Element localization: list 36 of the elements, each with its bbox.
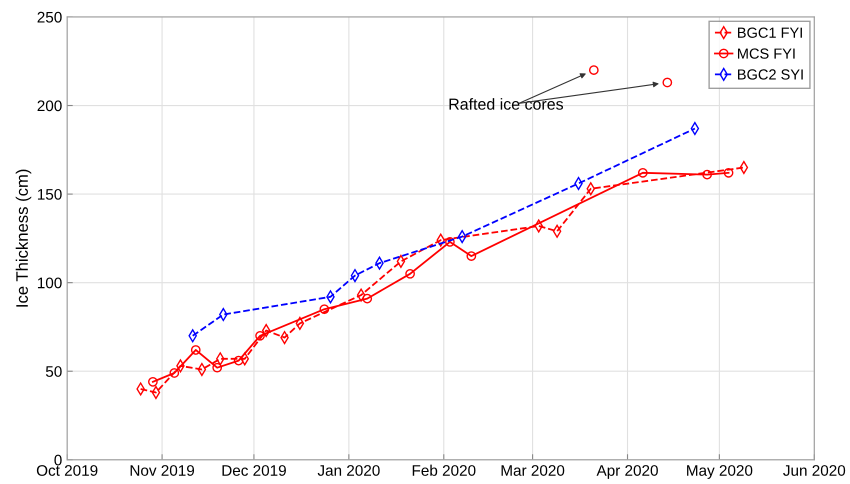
- x-tick-label: Feb 2020: [412, 464, 476, 476]
- point: [702, 170, 712, 180]
- point: [169, 368, 180, 378]
- x-tick-label: Apr 2020: [596, 465, 658, 479]
- y-tick-label: 250: [38, 12, 62, 23]
- point: [255, 330, 265, 341]
- x-tick-label: Jun 2020: [783, 465, 846, 476]
- x-tick-label: Jan 2020: [318, 465, 380, 476]
- point: [234, 356, 244, 366]
- point: [724, 168, 734, 178]
- y-axis-title: Ice Thickness (cm): [16, 170, 32, 307]
- point: [148, 376, 158, 387]
- x-tick-label: Mar 2020: [502, 465, 564, 476]
- x-tick-label: Oct 2019: [36, 465, 98, 476]
- x-tick-label: Dec 2019: [222, 465, 286, 476]
- point: [405, 268, 415, 279]
- legend-label: BGC1 FYI: [738, 28, 802, 38]
- point: [638, 168, 648, 178]
- y-tick-label: 50: [46, 366, 62, 377]
- legend-label: BGC2 SYI: [738, 69, 803, 80]
- x-tick-label: May 2020: [687, 465, 752, 479]
- y-tick-label: 100: [38, 278, 62, 288]
- legend-label: MCS FYI: [738, 48, 795, 59]
- point: [320, 304, 330, 314]
- point: [212, 362, 222, 373]
- y-tick-label: 200: [38, 100, 62, 112]
- annotation: Rafted ice cores: [450, 98, 564, 110]
- point: [362, 294, 372, 304]
- point: [190, 345, 201, 355]
- point: [588, 65, 599, 75]
- point: [466, 251, 476, 261]
- point: [445, 237, 455, 247]
- y-tick-label: 0: [54, 454, 62, 466]
- point: [662, 78, 672, 88]
- y-tick-label: 150: [38, 188, 62, 200]
- x-tick-label: Nov 2019: [130, 465, 194, 476]
